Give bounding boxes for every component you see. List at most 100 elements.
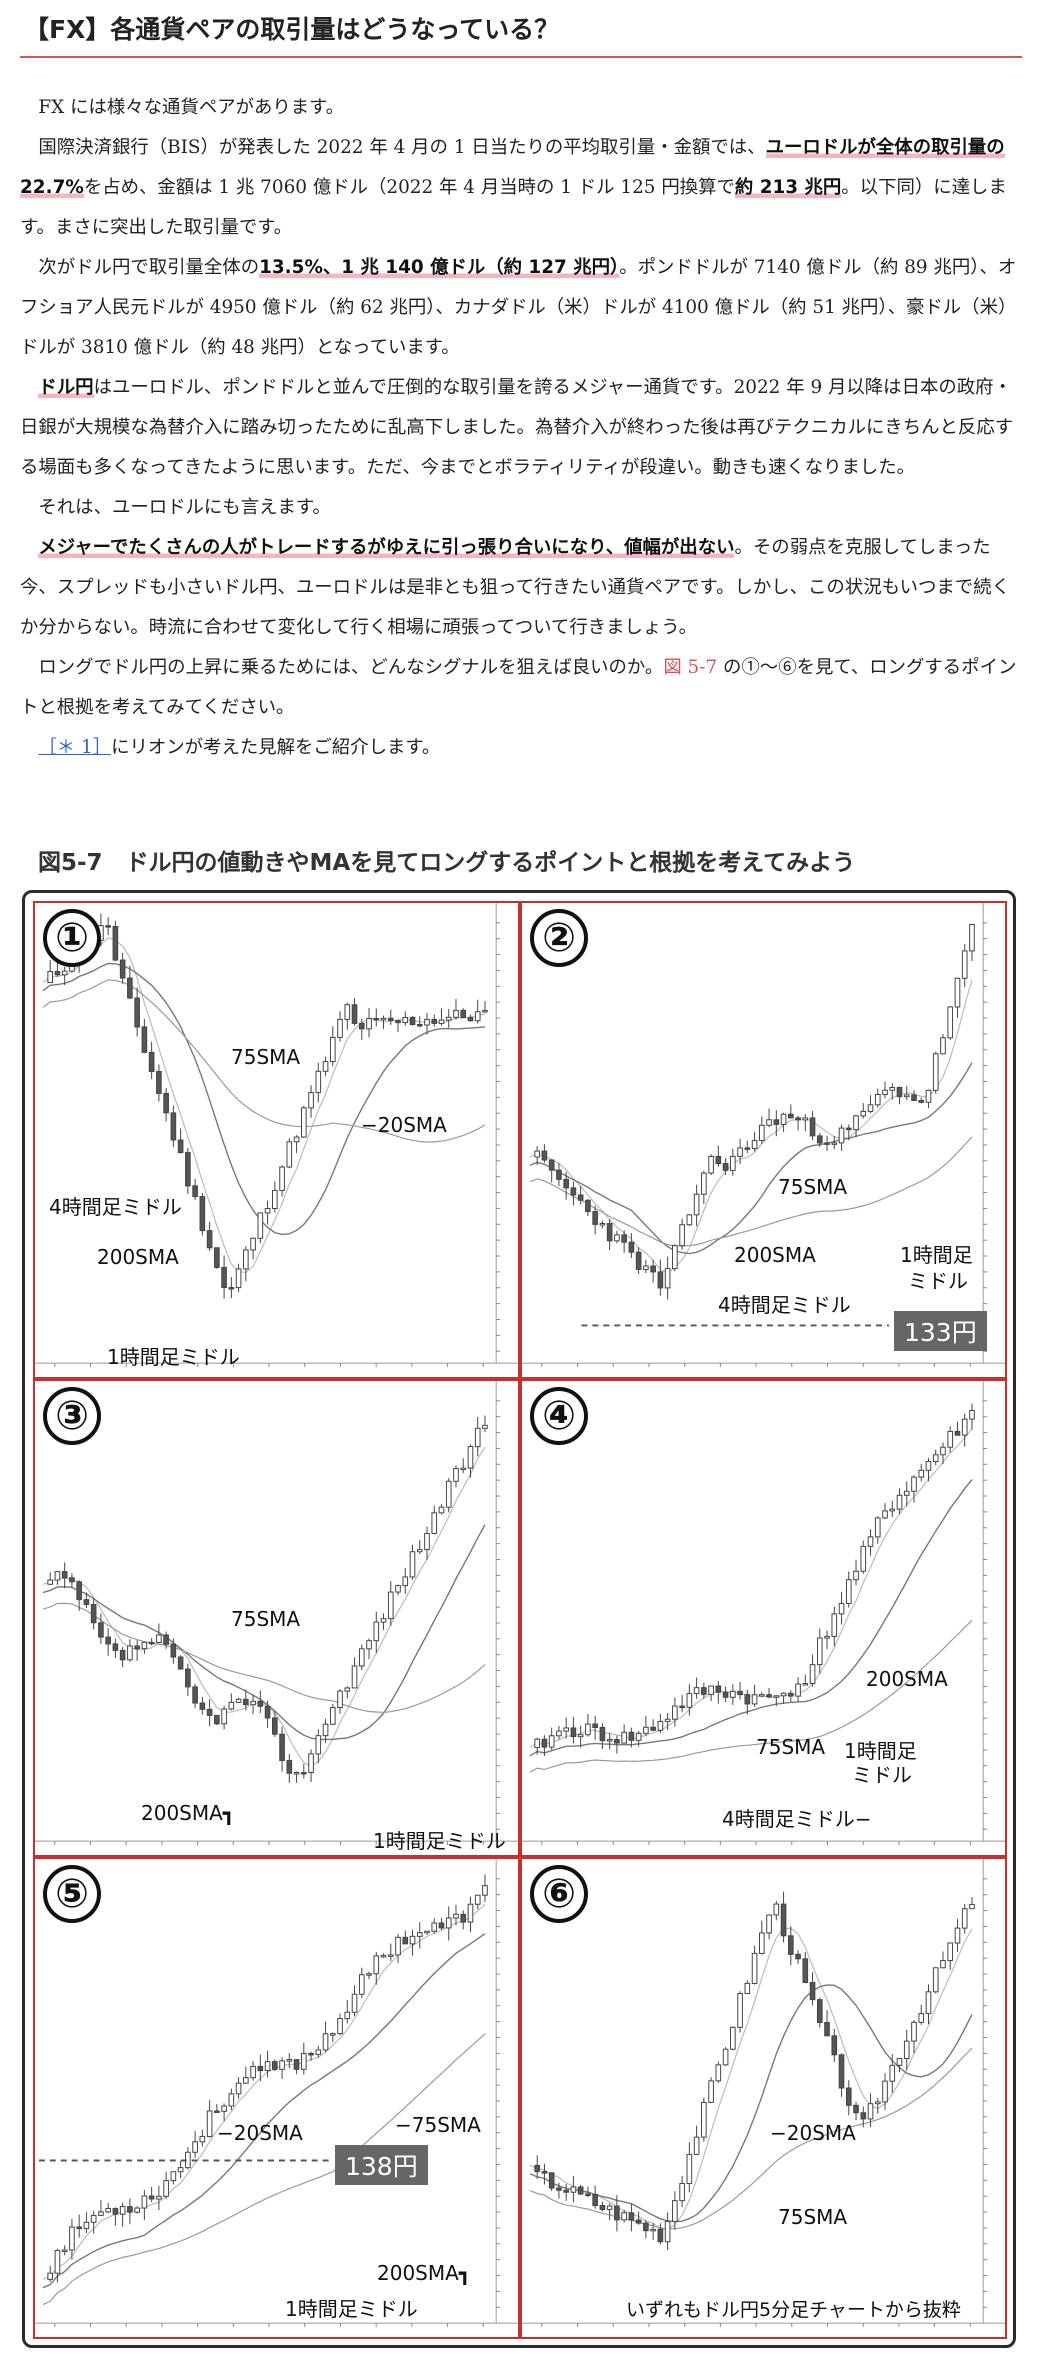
candle-up bbox=[474, 1427, 481, 1448]
label-200sma: 200SMA bbox=[734, 1243, 816, 1267]
candle-down bbox=[373, 1017, 380, 1021]
label-4h-middle: 4時間足ミドル bbox=[718, 1293, 851, 1317]
candle-up bbox=[409, 1935, 416, 1945]
sma-20-line bbox=[42, 937, 486, 1273]
candle-up bbox=[766, 1914, 772, 1934]
candle-down bbox=[548, 1159, 555, 1171]
candle-down bbox=[650, 1265, 656, 1273]
footnote-link[interactable]: ［＊ 1］ bbox=[38, 737, 112, 758]
candle-up bbox=[380, 1954, 387, 1958]
candle-down bbox=[657, 2228, 664, 2243]
candle-up bbox=[351, 1993, 358, 2013]
candle-up bbox=[358, 1648, 365, 1667]
candle-up bbox=[170, 2171, 177, 2182]
candle-down bbox=[69, 1577, 75, 1583]
candle-up bbox=[969, 1410, 975, 1420]
candle-down bbox=[214, 2110, 220, 2113]
candle-up bbox=[961, 950, 968, 979]
candle-up bbox=[424, 1018, 430, 1026]
sma-75-line bbox=[42, 1524, 486, 1741]
candle-down bbox=[61, 1571, 68, 1579]
candle-up bbox=[228, 1701, 235, 1710]
candle-up bbox=[889, 1087, 896, 1091]
candle-up bbox=[802, 1117, 809, 1121]
candle-up bbox=[322, 2033, 329, 2051]
candle-up bbox=[47, 971, 53, 984]
price-138-box: 138円 bbox=[335, 2145, 428, 2185]
candle-down bbox=[795, 1953, 801, 1960]
emphasis-text: メジャーでたくさんの人がトレードするがゆえに引っ張り合いになり、値幅が出ない bbox=[38, 537, 735, 558]
chart-panel-4: ④ 200SMA 75SMA 1時間足 ミドル 4時間足ミドル− bbox=[520, 1379, 1007, 1857]
label-75sma: 75SMA bbox=[778, 2205, 848, 2229]
candle-up bbox=[329, 1036, 336, 1063]
article-body: FX には様々な通貨ペアがあります。 国際決済銀行（BIS）が発表した 2022 … bbox=[20, 88, 1022, 768]
candle-up bbox=[635, 1732, 642, 1741]
candle-down bbox=[308, 2052, 314, 2056]
candle-up bbox=[614, 1234, 620, 1242]
candle-up bbox=[708, 1155, 714, 1174]
candle-up bbox=[221, 2105, 227, 2112]
candle-up bbox=[860, 1545, 867, 1572]
candle-down bbox=[163, 1092, 169, 1114]
candle-up bbox=[337, 1690, 343, 1709]
candle-up bbox=[577, 1734, 584, 1738]
candle-up bbox=[387, 1591, 394, 1620]
candle-up bbox=[816, 1637, 823, 1666]
candle-down bbox=[599, 2204, 606, 2210]
candle-down bbox=[592, 1723, 598, 1728]
candle-up bbox=[621, 1731, 627, 1744]
candle-up bbox=[780, 1692, 787, 1697]
candle-up bbox=[672, 1705, 678, 1720]
candle-up bbox=[925, 1991, 932, 2015]
text-run: 国際決済銀行（BIS）が発表した 2022 年 4 月の 1 日当たりの平均取引… bbox=[38, 137, 766, 158]
candle-up bbox=[366, 1973, 372, 1976]
candle-up bbox=[141, 1641, 148, 1650]
candle-up bbox=[337, 1018, 343, 1038]
candle-up bbox=[954, 1927, 961, 1944]
label-1h: 1時間足 bbox=[900, 1243, 973, 1267]
label-20sma: −20SMA bbox=[770, 2121, 856, 2145]
candle-down bbox=[831, 2035, 838, 2056]
candle-down bbox=[214, 1714, 220, 1725]
candle-down bbox=[541, 2171, 548, 2174]
candle-down bbox=[541, 1150, 548, 1161]
candle-up bbox=[482, 1885, 488, 1896]
candle-down bbox=[416, 1023, 423, 1027]
candle-down bbox=[643, 2222, 649, 2232]
candle-up bbox=[235, 2082, 242, 2095]
label-200sma: 200SMA┓ bbox=[377, 2261, 471, 2285]
candle-down bbox=[824, 2021, 830, 2037]
candle-down bbox=[816, 1135, 823, 1144]
candle-up bbox=[686, 1693, 693, 1708]
candle-up bbox=[708, 2080, 714, 2103]
label-75sma: −75SMA bbox=[395, 2113, 481, 2137]
sma-20-line bbox=[42, 1447, 486, 1768]
candle-down bbox=[83, 1599, 90, 1605]
candle-down bbox=[127, 2206, 133, 2213]
candle-up bbox=[315, 1070, 322, 1094]
candle-up bbox=[947, 1430, 954, 1448]
candle-down bbox=[112, 2208, 119, 2215]
candle-up bbox=[83, 2221, 90, 2230]
candle-up bbox=[98, 2211, 104, 2216]
sma-75-line bbox=[529, 1479, 973, 1757]
label-75sma: 75SMA bbox=[756, 1735, 826, 1759]
candle-down bbox=[635, 1251, 642, 1270]
candle-up bbox=[373, 1955, 380, 1975]
candle-down bbox=[221, 1266, 227, 1289]
sma-20-line bbox=[529, 1428, 973, 1748]
text-run: ロングでドル円の上昇に乗るためには、どんなシグナルを狙えば良いのか。 bbox=[38, 657, 664, 678]
label-4h-middle: 4時間足ミドル bbox=[49, 1195, 182, 1219]
candle-up bbox=[351, 1665, 358, 1689]
candle-down bbox=[570, 1187, 577, 1196]
candle-up bbox=[947, 1942, 954, 1961]
paragraph: ロングでドル円の上昇に乗るためには、どんなシグナルを狙えば良いのか。図 5-7 … bbox=[20, 648, 1022, 728]
candle-down bbox=[199, 1196, 206, 1232]
sma-200-line bbox=[529, 1136, 973, 1247]
candle-down bbox=[816, 1999, 823, 2023]
candle-down bbox=[257, 2065, 264, 2072]
candle-down bbox=[163, 1634, 169, 1645]
label-1h-middle: 1時間足ミドル bbox=[285, 2297, 418, 2321]
candle-up bbox=[853, 1115, 859, 1131]
candle-up bbox=[730, 1155, 736, 1171]
